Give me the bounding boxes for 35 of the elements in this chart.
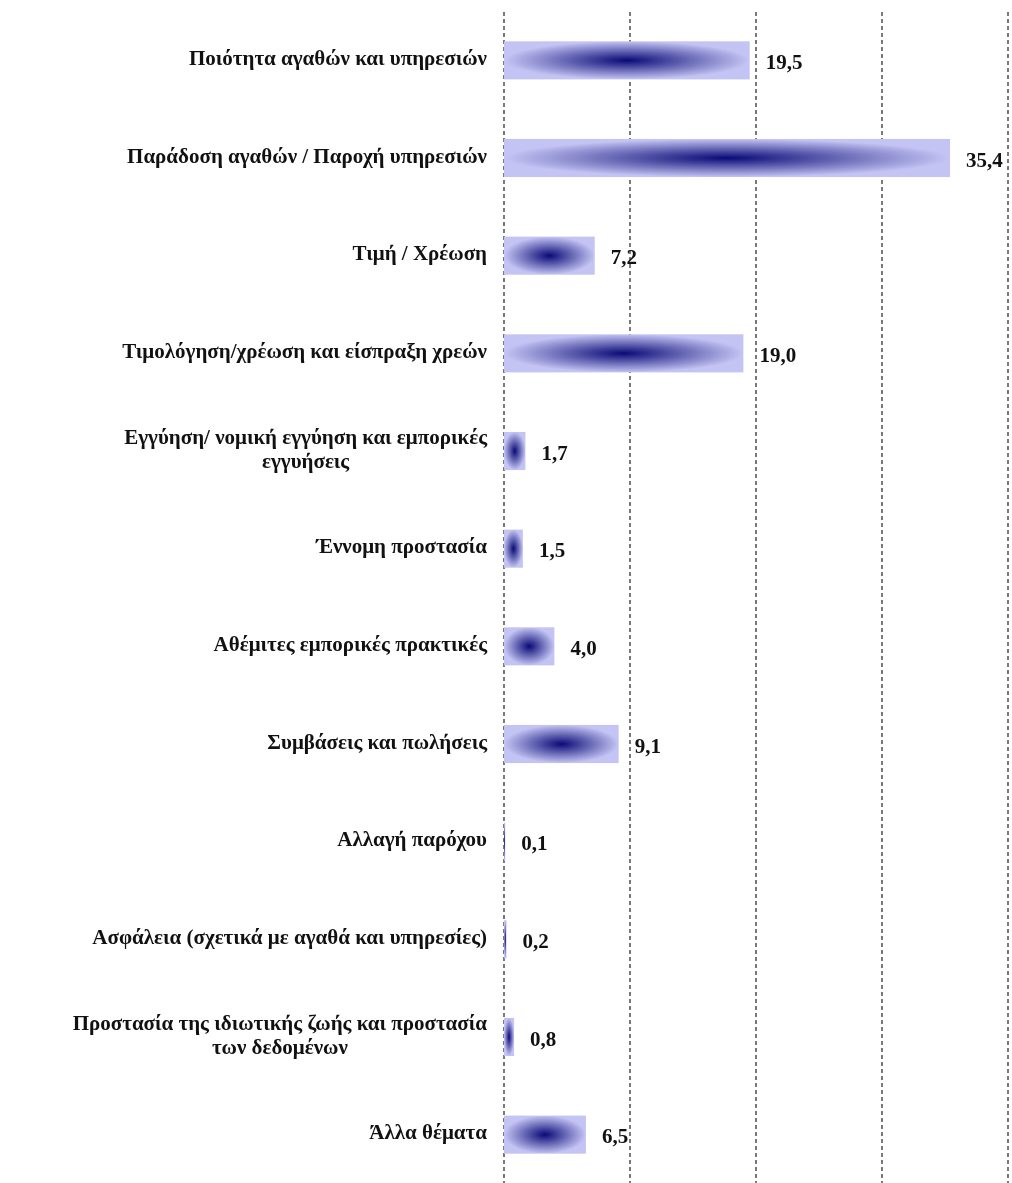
- data-label: 35,4: [966, 147, 1004, 172]
- data-label: 0,8: [530, 1026, 557, 1051]
- bar: [504, 724, 619, 764]
- data-label: 9,1: [634, 733, 661, 758]
- bar: [504, 334, 744, 373]
- data-label: 0,2: [522, 929, 549, 954]
- bar: [504, 920, 507, 959]
- bar: [504, 627, 555, 666]
- bar: [504, 1017, 515, 1057]
- y-tick-label: Αλλαγή παρόχου: [337, 827, 488, 852]
- data-label: 0,1: [521, 831, 548, 856]
- y-tick-label: Εγγύηση/ νομική εγγύηση και εμπορικές εγγυήσεις: [124, 424, 489, 473]
- y-tick-label: Τιμολόγηση/χρέωση και είσπραξη χρεών: [122, 339, 488, 364]
- bar: [504, 431, 526, 471]
- y-tick-label: Ασφάλεια (σχετικά με αγαθά και υπηρεσίες): [92, 925, 487, 950]
- data-label: 1,7: [541, 440, 568, 465]
- y-tick-label: Τιμή / Χρέωση: [352, 241, 488, 266]
- y-tick-label: Προστασία της ιδιωτικής ζωής και προστασία των δεδομένων: [72, 1010, 488, 1059]
- data-label: 19,5: [765, 50, 803, 75]
- y-tick-label: Παράδοση αγαθών / Παροχή υπηρεσιών: [127, 143, 488, 168]
- y-tick-label: Αθέμιτες εμπορικές πρακτικές: [213, 632, 489, 657]
- data-label: 4,0: [570, 636, 597, 661]
- data-label: 1,5: [538, 538, 566, 563]
- y-tick-label: Άλλα θέματα: [369, 1120, 488, 1145]
- data-label: 7,2: [610, 245, 637, 270]
- data-label: 19,0: [759, 343, 797, 368]
- bar: [504, 41, 750, 80]
- bar: [504, 236, 595, 275]
- y-tick-label: Έννομη προστασία: [315, 534, 488, 559]
- y-tick-label: Συμβάσεις και πωλήσεις: [267, 729, 489, 754]
- y-tick-label: Ποιότητα αγαθών και υπηρεσιών: [188, 46, 488, 71]
- bar: [504, 138, 951, 178]
- data-label: 6,5: [601, 1124, 629, 1149]
- bar: [504, 1115, 586, 1154]
- bar: [504, 529, 523, 568]
